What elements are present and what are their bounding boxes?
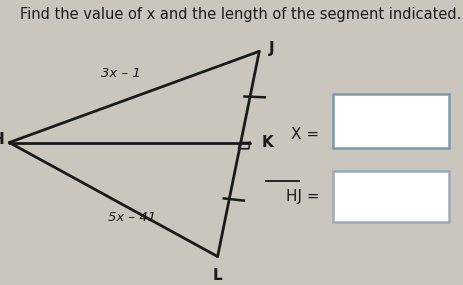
Text: K: K xyxy=(262,135,273,150)
Text: 3x – 1: 3x – 1 xyxy=(100,67,140,80)
Bar xyxy=(333,171,449,222)
Text: 5x – 41: 5x – 41 xyxy=(108,211,156,224)
Text: H: H xyxy=(0,132,5,147)
Bar xyxy=(333,94,449,148)
Text: HJ =: HJ = xyxy=(286,189,319,204)
Text: Find the value of x and the length of the segment indicated.: Find the value of x and the length of th… xyxy=(20,7,462,22)
Text: X =: X = xyxy=(291,127,319,142)
Text: J: J xyxy=(269,41,274,56)
Text: L: L xyxy=(213,268,222,283)
